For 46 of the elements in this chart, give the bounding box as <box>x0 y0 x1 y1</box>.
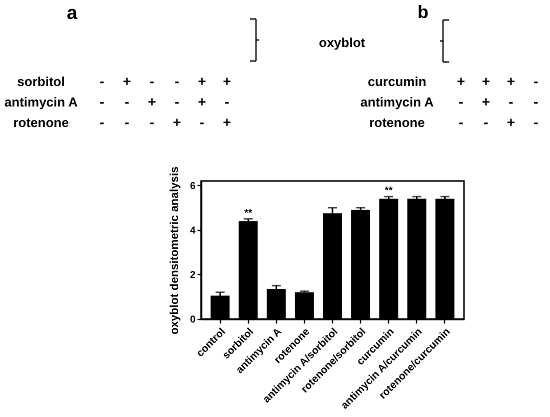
text: - <box>534 94 538 110</box>
y-tick-label: 0 <box>190 314 196 326</box>
text: - <box>534 73 538 89</box>
text: + <box>198 73 206 89</box>
annotation: ** <box>384 186 393 197</box>
text: + <box>222 114 232 130</box>
annotation: ** <box>244 208 252 219</box>
text: - <box>484 114 488 130</box>
y-axis-title: oxyblot densitometric analysis <box>168 166 181 335</box>
text: + <box>506 73 516 89</box>
text: - <box>174 94 180 110</box>
category-label: rotenone <box>369 115 425 130</box>
text: + <box>148 94 156 110</box>
text: - <box>150 73 154 89</box>
category-label: curcumin <box>368 74 426 89</box>
category-label: antimycin A <box>4 94 78 110</box>
category-label: sorbitol <box>17 74 65 89</box>
text: - <box>174 73 180 89</box>
text: - <box>124 94 130 110</box>
text: oxyblot <box>318 35 366 50</box>
text: a <box>66 3 78 24</box>
text: + <box>506 114 516 130</box>
text: - <box>534 114 538 130</box>
text: + <box>482 94 490 110</box>
text: - <box>124 114 130 130</box>
text: - <box>508 94 514 110</box>
category-label: antimycin A <box>360 94 434 110</box>
text: - <box>100 114 104 130</box>
text: + <box>122 73 132 89</box>
text: - <box>150 114 154 130</box>
text: - <box>100 73 104 89</box>
text: + <box>172 114 182 130</box>
text: - <box>100 94 104 110</box>
y-tick-label: 2 <box>190 270 196 281</box>
text: - <box>200 114 204 130</box>
text: b <box>418 2 428 22</box>
text: + <box>456 73 466 89</box>
text: - <box>224 94 230 110</box>
text: + <box>198 94 206 110</box>
category-label: rotenone <box>13 115 69 130</box>
text: + <box>222 73 232 89</box>
text: + <box>482 73 490 89</box>
text: - <box>458 114 464 130</box>
y-tick-label: 6 <box>190 180 196 192</box>
text: - <box>458 94 464 110</box>
y-tick-label: 4 <box>190 225 196 236</box>
